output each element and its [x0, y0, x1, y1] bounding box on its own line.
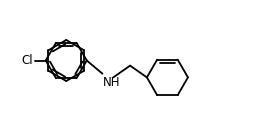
- Text: Cl: Cl: [22, 54, 33, 67]
- Text: NH: NH: [103, 76, 120, 89]
